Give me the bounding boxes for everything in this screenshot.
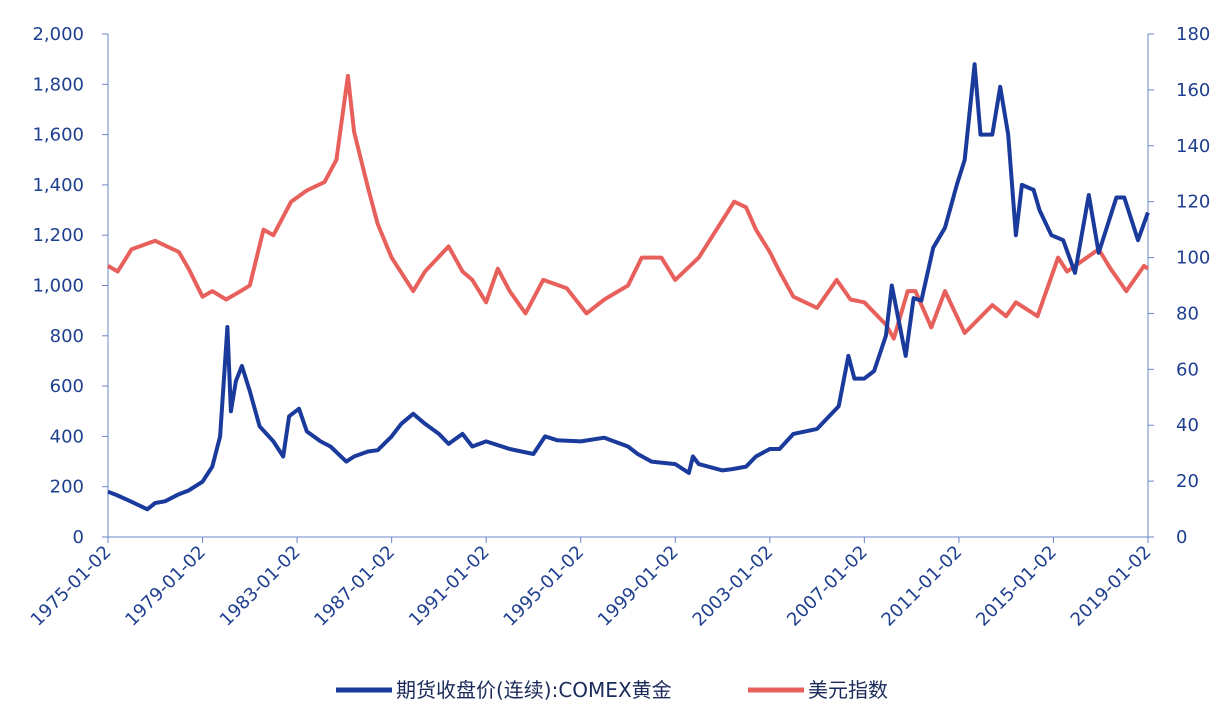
gold-series-line — [107, 62, 1150, 512]
series-layer — [107, 62, 1150, 512]
x-tick-label: 1987-01-02 — [310, 542, 399, 631]
right-axis-ticks: 0 20 40 60 80 100 120 140 160 180 — [1148, 24, 1210, 548]
right-tick-label: 20 — [1176, 471, 1199, 492]
left-tick-label: 200 — [50, 477, 84, 498]
legend-item-usd-index: 美元指数 — [748, 678, 888, 702]
right-tick-label: 120 — [1176, 192, 1210, 213]
left-tick-label: 1,200 — [32, 225, 84, 246]
left-tick-label: 400 — [50, 426, 84, 447]
x-tick-label: 2007-01-02 — [783, 542, 872, 631]
x-tick-label: 2003-01-02 — [689, 542, 778, 631]
left-axis-ticks: 0 200 400 600 800 1,000 1,200 1,400 1,600 1,800 2,… — [32, 24, 108, 548]
right-tick-label: 80 — [1176, 303, 1199, 324]
x-tick-label: 1983-01-02 — [216, 542, 305, 631]
right-tick-label: 180 — [1176, 24, 1210, 45]
right-tick-label: 60 — [1176, 359, 1199, 380]
left-tick-label: 1,000 — [32, 276, 84, 297]
x-tick-label: 2015-01-02 — [972, 542, 1061, 631]
x-tick-label: 1999-01-02 — [594, 542, 683, 631]
left-tick-label: 1,400 — [32, 175, 84, 196]
left-tick-label: 800 — [50, 326, 84, 347]
x-tick-label: 1975-01-02 — [27, 542, 116, 631]
left-tick-label: 1,800 — [32, 74, 84, 95]
x-tick-label: 2011-01-02 — [878, 542, 967, 631]
left-tick-label: 0 — [73, 527, 84, 548]
usd-index-series-line — [107, 73, 1150, 341]
right-tick-label: 40 — [1176, 415, 1199, 436]
legend-label-usd-index: 美元指数 — [808, 678, 888, 702]
left-tick-label: 2,000 — [32, 24, 84, 45]
x-tick-label: 1979-01-02 — [121, 542, 210, 631]
right-tick-label: 140 — [1176, 136, 1210, 157]
x-axis-ticks: 1975-01-02 1979-01-02 1983-01-02 1987-01-02… — [27, 537, 1156, 631]
x-tick-label: 1995-01-02 — [499, 542, 588, 631]
legend-item-gold: 期货收盘价(连续):COMEX黄金 — [336, 678, 672, 702]
right-tick-label: 100 — [1176, 248, 1210, 269]
x-tick-label: 1991-01-02 — [405, 542, 494, 631]
right-tick-label: 0 — [1176, 527, 1187, 548]
legend: 期货收盘价(连续):COMEX黄金 美元指数 — [336, 678, 888, 702]
right-tick-label: 160 — [1176, 80, 1210, 101]
legend-label-gold: 期货收盘价(连续):COMEX黄金 — [396, 678, 672, 702]
left-tick-label: 1,600 — [32, 125, 84, 146]
x-tick-label: 2019-01-02 — [1067, 542, 1156, 631]
left-tick-label: 600 — [50, 376, 84, 397]
